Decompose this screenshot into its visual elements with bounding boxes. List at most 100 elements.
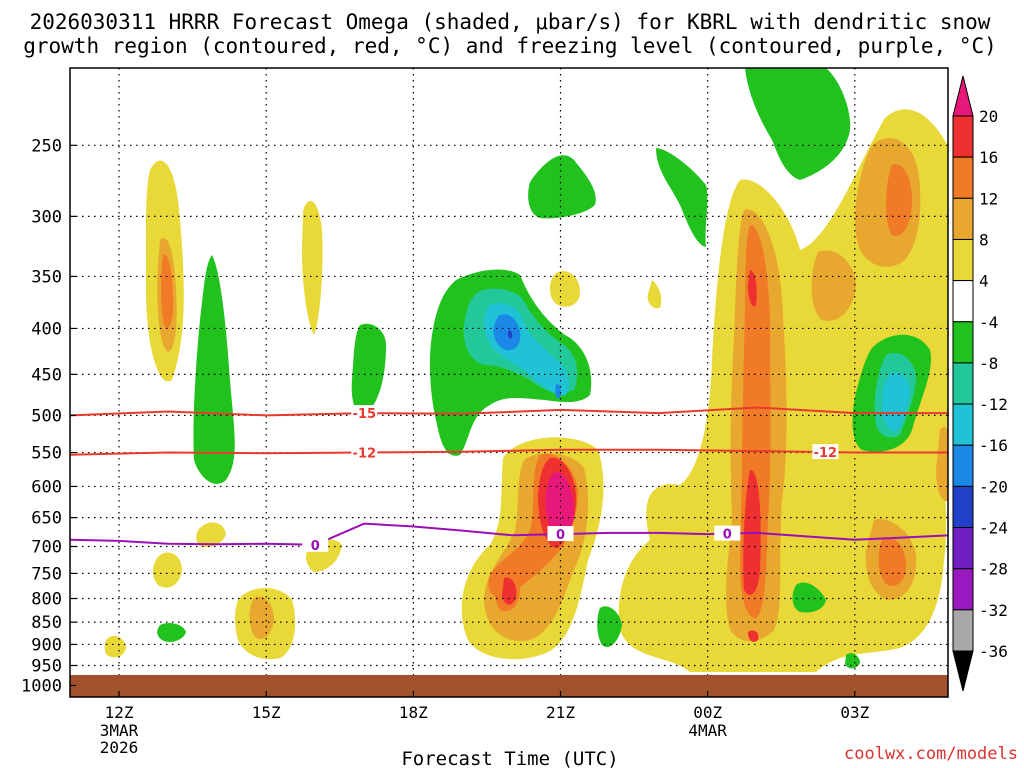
chart-title-line2: growth region (contoured, red, °C) and f…	[23, 34, 997, 58]
omega-fill	[528, 155, 596, 219]
colorbar-box	[952, 609, 974, 652]
grid	[70, 68, 948, 675]
omega-fill	[936, 426, 948, 502]
colorbar-box	[952, 444, 974, 487]
omega-fill	[196, 522, 226, 548]
contour-label: -12	[814, 446, 838, 461]
temperature-contours: -15 -12 -12 0 0 0	[70, 405, 948, 554]
x-tick-label: 00Z	[693, 703, 722, 722]
omega-fill	[647, 280, 662, 309]
x-tick-label: 03Z	[840, 703, 869, 722]
colorbar-label: 16	[979, 148, 998, 167]
y-tick-label: 500	[31, 406, 62, 426]
y-tick-label: 450	[31, 365, 62, 385]
omega-fill	[549, 271, 580, 307]
y-tick-label: 800	[31, 590, 62, 610]
omega-fill	[161, 254, 174, 329]
y-tick-label: 400	[31, 319, 62, 339]
x-tick-label: 12Z	[105, 703, 134, 722]
omega-fill	[493, 314, 521, 351]
omega-fill	[157, 622, 186, 643]
y-tick-label: 950	[31, 656, 62, 676]
colorbar-top-triangle	[952, 75, 974, 117]
contour-label: 0	[723, 528, 732, 543]
colorbar-box	[952, 115, 974, 158]
y-tick-label: 900	[31, 635, 62, 655]
colorbar-label: -16	[979, 436, 1008, 455]
omega-fill	[507, 330, 513, 339]
contour-label: -12	[353, 447, 377, 462]
omega-fill	[193, 255, 235, 484]
colorbar-box	[952, 485, 974, 529]
omega-fill	[597, 606, 622, 648]
omega-fill	[748, 270, 757, 307]
surface-ground	[70, 675, 948, 697]
contour-label-bg	[302, 536, 329, 552]
y-tick-label: 700	[31, 538, 62, 558]
colorbar-label: -20	[979, 477, 1008, 496]
y-tick-label: 650	[31, 509, 62, 529]
y-tick-label: 300	[31, 207, 62, 227]
contour-label-bg	[812, 444, 839, 460]
omega-fill	[745, 68, 851, 180]
omega-fill	[302, 201, 323, 335]
y-tick-label: 850	[31, 613, 62, 633]
omega-fill	[104, 635, 126, 658]
colorbar-label: 20	[979, 107, 998, 126]
x-tick-label: 15Z	[252, 703, 281, 722]
colorbar-box	[952, 280, 974, 323]
contour-label-bg	[714, 525, 741, 541]
y-tick-label: 750	[31, 564, 62, 584]
y-tick-label: 550	[31, 444, 62, 464]
contour-label: 0	[311, 539, 320, 554]
colorbar-label: -32	[979, 601, 1008, 620]
y-tick-label: 250	[31, 136, 62, 156]
colorbar-box	[952, 238, 974, 282]
contour-label-bg	[351, 405, 378, 421]
omega-fill	[351, 323, 386, 415]
x-tick-sublabel: 3MAR	[100, 721, 139, 740]
omega-fill	[811, 250, 856, 321]
credit-text: coolwx.com/models	[844, 744, 1018, 764]
colorbar-label: -12	[979, 395, 1008, 414]
colorbar-label: -4	[979, 313, 998, 332]
y-tick-label: 350	[31, 267, 62, 287]
omega-fill	[845, 653, 860, 669]
colorbar-label: -28	[979, 560, 1008, 579]
contour-line	[70, 522, 948, 546]
omega-fill	[249, 596, 274, 640]
colorbar-label: -36	[979, 642, 1008, 661]
omega-fill	[656, 148, 708, 247]
colorbar-box	[952, 321, 974, 364]
colorbar-label: 12	[979, 189, 998, 208]
x-axis-label: Forecast Time (UTC)	[401, 748, 618, 768]
plot-frame	[69, 67, 949, 698]
colorbar-label: 8	[979, 230, 989, 249]
colorbar-box	[952, 568, 974, 611]
omega-fill	[748, 630, 759, 642]
x-tick-sublabel: 4MAR	[688, 721, 727, 740]
x-tick-label: 18Z	[399, 703, 428, 722]
y-tick-label: 600	[31, 477, 62, 497]
omega-fill	[886, 164, 912, 236]
contour-label: 0	[556, 528, 565, 543]
colorbar-box	[952, 362, 974, 405]
colorbar-box	[952, 156, 974, 199]
contour-line	[70, 406, 948, 417]
colorbar-label: -8	[979, 354, 998, 373]
omega-fill	[792, 582, 826, 613]
chart-title-line1: 2026030311 HRRR Forecast Omega (shaded, …	[30, 10, 991, 34]
contour-label: -15	[353, 407, 377, 422]
omega-fill	[882, 372, 910, 432]
contour-label-bg	[547, 526, 574, 542]
colorbar-label: -24	[979, 519, 1008, 538]
omega-fill	[545, 472, 574, 541]
colorbar-box	[952, 527, 974, 570]
x-tick-label: 21Z	[546, 703, 575, 722]
omega-fill	[555, 383, 561, 399]
omega-fill	[502, 577, 517, 605]
omega-fill	[152, 552, 182, 588]
colorbar-bottom-triangle	[952, 650, 974, 692]
